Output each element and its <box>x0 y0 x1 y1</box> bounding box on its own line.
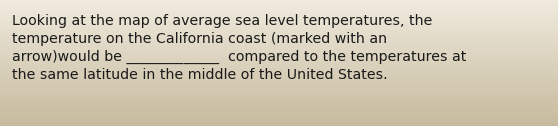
Text: arrow)would be _____________  compared to the temperatures at: arrow)would be _____________ compared to… <box>12 50 466 64</box>
Text: temperature on the California coast (marked with an: temperature on the California coast (mar… <box>12 32 387 46</box>
Text: the same latitude in the middle of the United States.: the same latitude in the middle of the U… <box>12 68 388 82</box>
Text: Looking at the map of average sea level temperatures, the: Looking at the map of average sea level … <box>12 14 432 28</box>
